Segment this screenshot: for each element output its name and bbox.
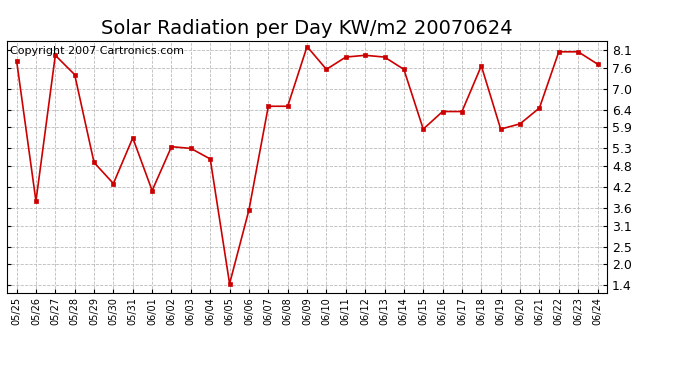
Title: Solar Radiation per Day KW/m2 20070624: Solar Radiation per Day KW/m2 20070624 — [101, 19, 513, 38]
Text: Copyright 2007 Cartronics.com: Copyright 2007 Cartronics.com — [10, 46, 184, 56]
